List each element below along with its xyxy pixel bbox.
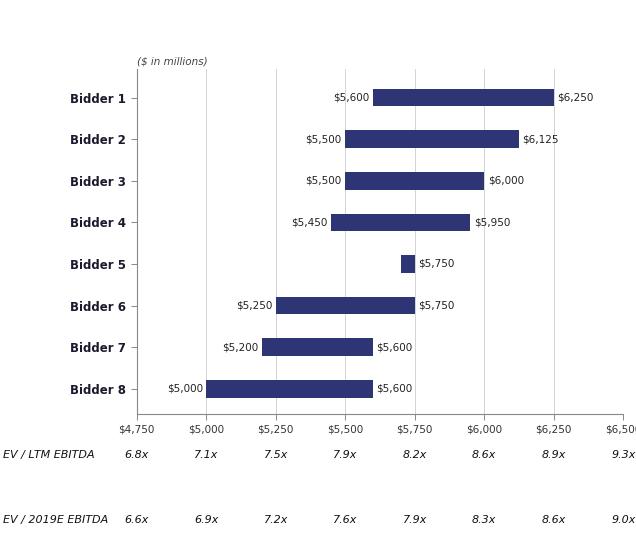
Text: $5,500: $5,500 <box>306 176 342 186</box>
Text: $5,450: $5,450 <box>291 218 328 227</box>
Bar <box>331 214 471 231</box>
Text: 7.9x: 7.9x <box>333 450 357 460</box>
Bar <box>262 339 373 356</box>
Text: 6.6x: 6.6x <box>125 515 149 524</box>
Text: 8.6x: 8.6x <box>472 450 497 460</box>
Text: 9.0x: 9.0x <box>611 515 635 524</box>
Bar <box>206 380 373 397</box>
Text: 8.9x: 8.9x <box>542 450 566 460</box>
Text: ($ in millions): ($ in millions) <box>137 57 207 67</box>
Text: $5,750: $5,750 <box>418 301 455 311</box>
Text: 7.5x: 7.5x <box>263 450 288 460</box>
Bar <box>373 89 554 106</box>
Text: 6.8x: 6.8x <box>125 450 149 460</box>
Text: $5,750: $5,750 <box>418 259 455 269</box>
Text: $5,600: $5,600 <box>377 384 413 394</box>
Text: 8.3x: 8.3x <box>472 515 497 524</box>
Text: $6,000: $6,000 <box>488 176 524 186</box>
Bar <box>401 255 415 273</box>
Text: $5,500: $5,500 <box>306 134 342 144</box>
Text: $6,250: $6,250 <box>557 93 593 102</box>
Bar <box>276 297 415 315</box>
Text: 9.3x: 9.3x <box>611 450 635 460</box>
Text: 8.2x: 8.2x <box>403 450 427 460</box>
Text: 8.6x: 8.6x <box>542 515 566 524</box>
Text: 7.9x: 7.9x <box>403 515 427 524</box>
Text: EV / LTM EBITDA: EV / LTM EBITDA <box>3 450 95 460</box>
Text: $5,200: $5,200 <box>222 342 258 352</box>
Text: $5,950: $5,950 <box>474 218 510 227</box>
Bar <box>345 130 519 148</box>
Text: $5,600: $5,600 <box>333 93 370 102</box>
Text: 6.9x: 6.9x <box>194 515 218 524</box>
Text: 7.1x: 7.1x <box>194 450 218 460</box>
Text: $5,000: $5,000 <box>167 384 203 394</box>
Text: First Round Bids Summary (Enterprise Value): First Round Bids Summary (Enterprise Val… <box>130 10 506 25</box>
Text: 7.2x: 7.2x <box>263 515 288 524</box>
Bar <box>345 172 484 190</box>
Text: $5,600: $5,600 <box>377 342 413 352</box>
Text: $5,250: $5,250 <box>236 301 272 311</box>
Text: EV / 2019E EBITDA: EV / 2019E EBITDA <box>3 515 108 524</box>
Text: $6,125: $6,125 <box>522 134 559 144</box>
Text: 7.6x: 7.6x <box>333 515 357 524</box>
